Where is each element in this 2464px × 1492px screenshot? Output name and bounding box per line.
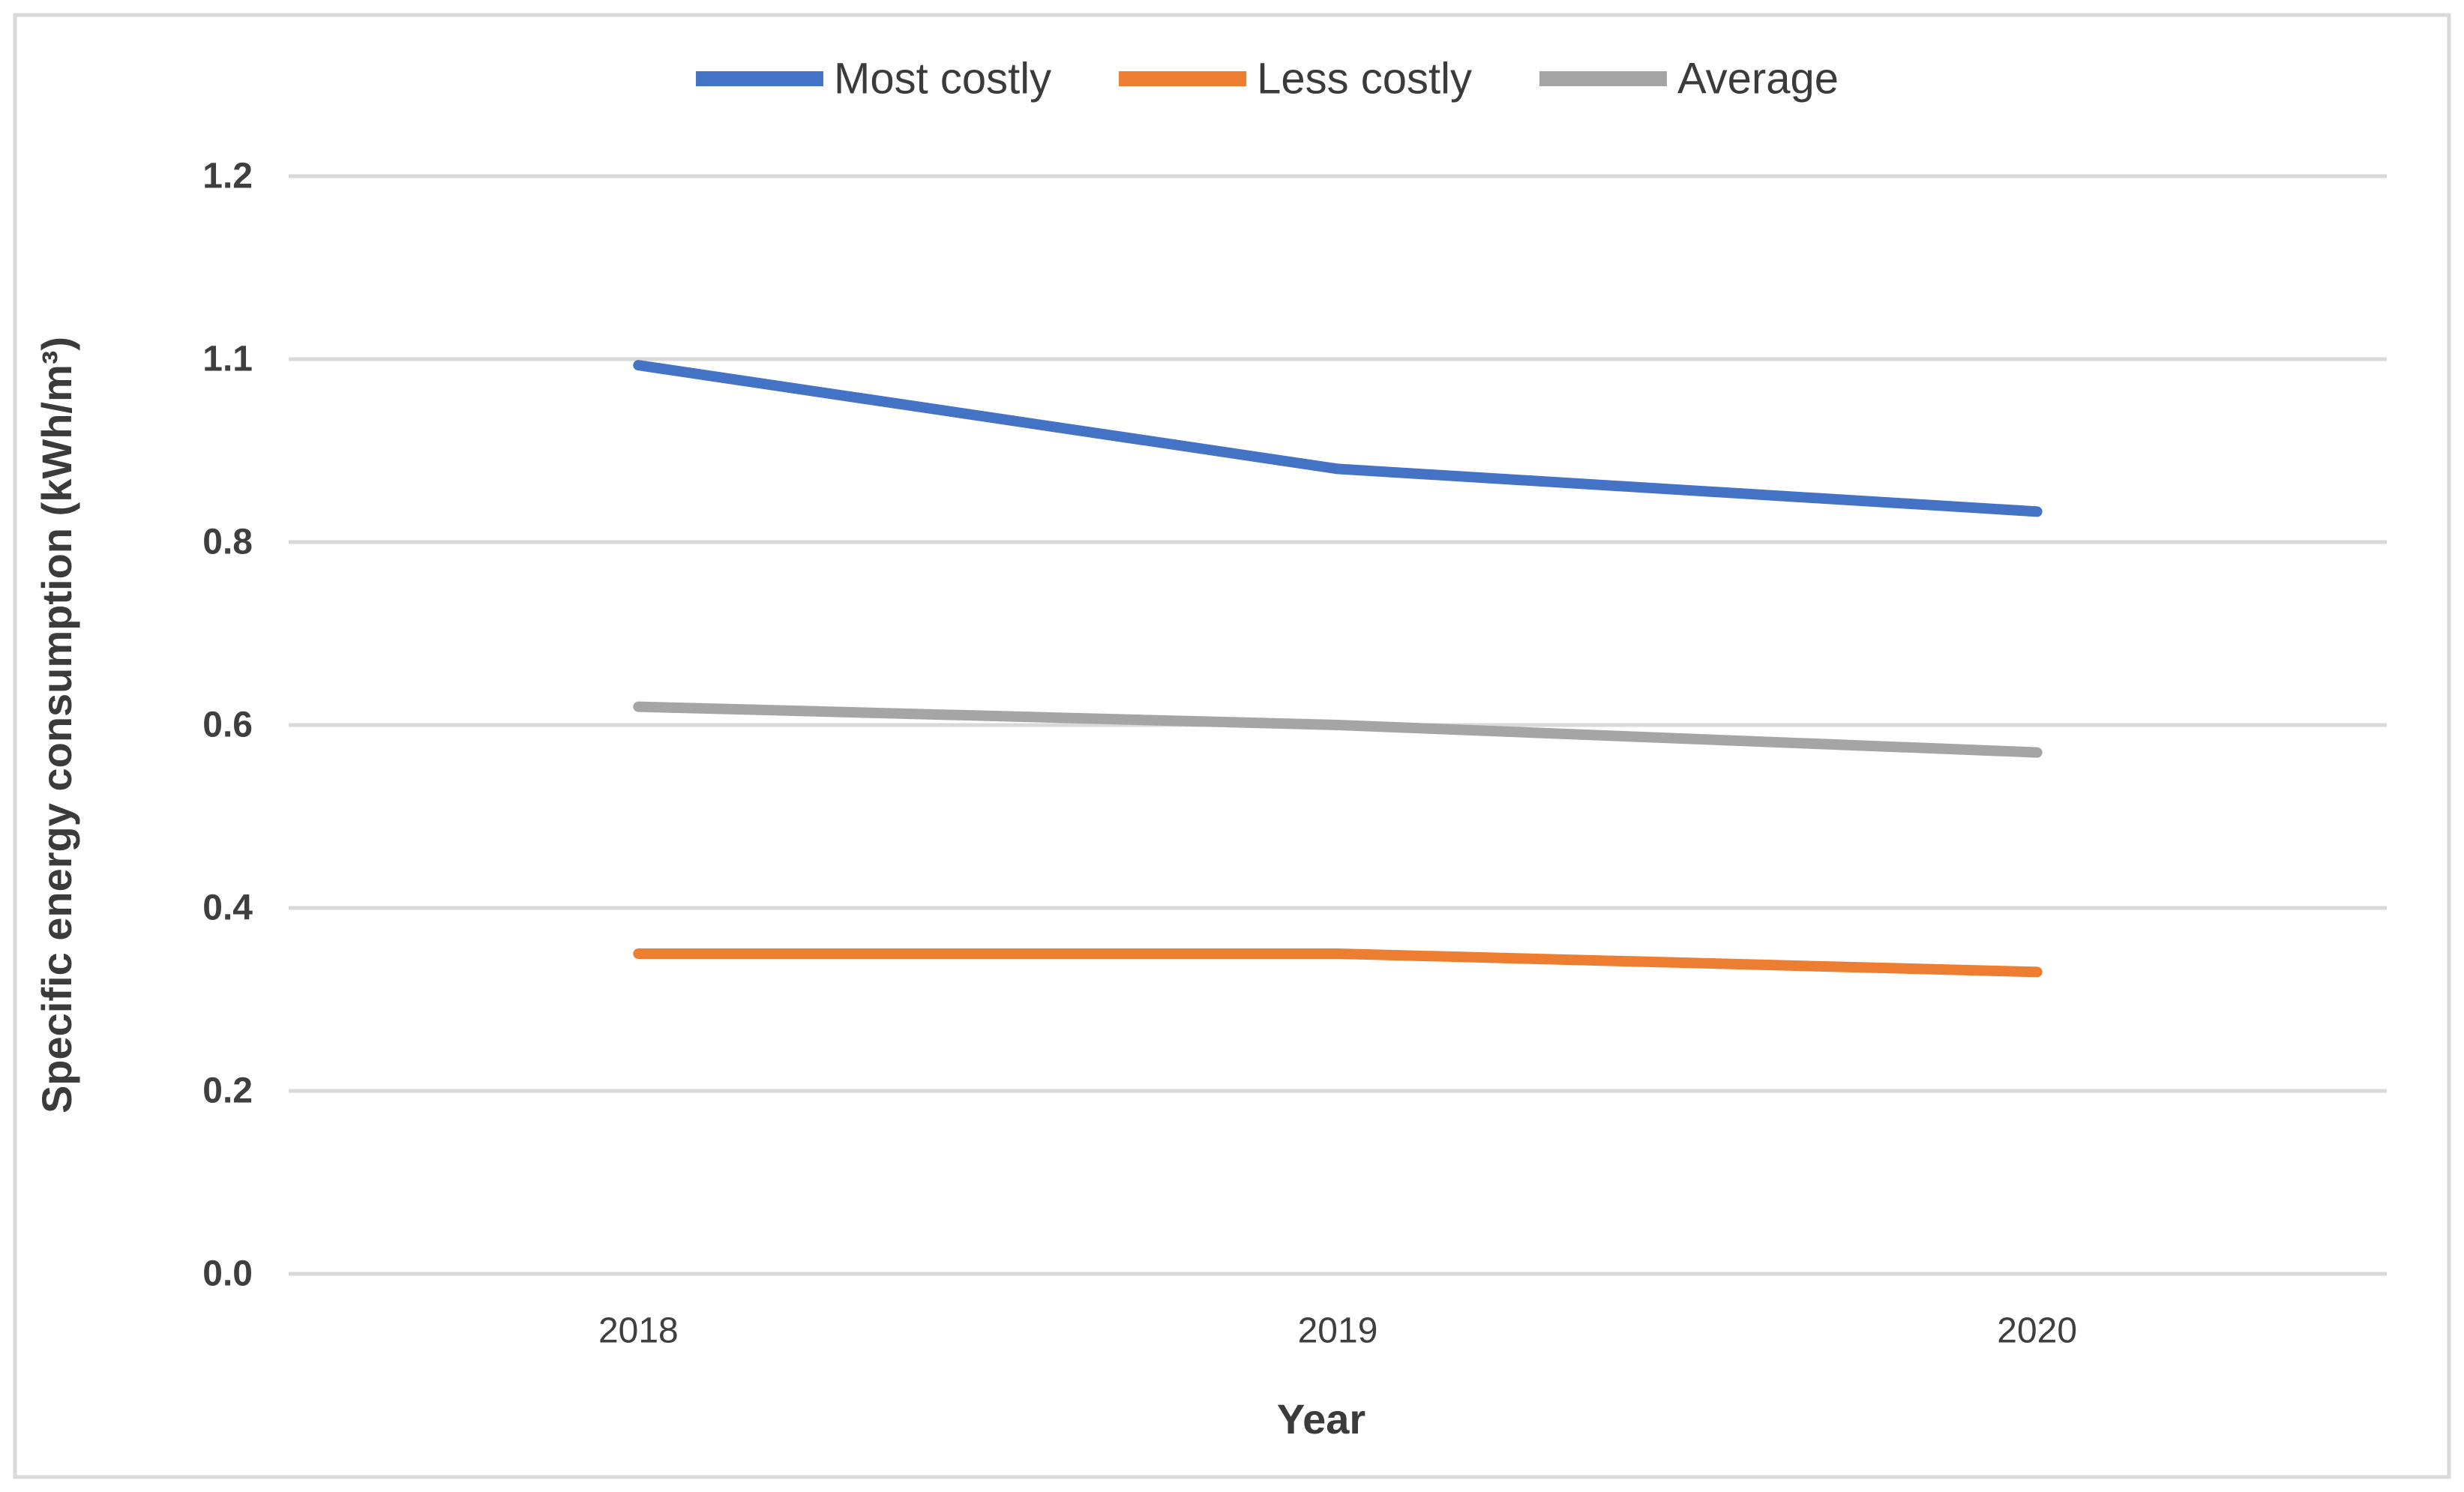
legend: Most costly Less costly Average bbox=[696, 55, 1839, 103]
y-tick-label: 0.6 bbox=[202, 706, 253, 745]
x-tick-label: 2019 bbox=[1298, 1311, 1378, 1351]
series-line-average bbox=[633, 701, 2043, 758]
series-line-less-costly bbox=[633, 948, 2043, 978]
figure-border bbox=[13, 13, 2451, 1479]
y-tick-label: 0.2 bbox=[202, 1071, 253, 1111]
x-tick-label: 2018 bbox=[598, 1311, 679, 1351]
x-tick-label: 2020 bbox=[1997, 1311, 2077, 1351]
x-axis-tick-labels: 2018 2019 2020 bbox=[598, 1311, 2077, 1351]
y-tick-label: 1.2 bbox=[202, 157, 253, 196]
legend-label-average: Average bbox=[1677, 55, 1839, 103]
y-tick-label: 0.8 bbox=[202, 523, 253, 562]
y-tick-label: 0.0 bbox=[202, 1254, 253, 1294]
series-lines bbox=[633, 360, 2043, 978]
y-axis-tick-labels: 0.0 0.2 0.4 0.6 0.8 1.1 1.2 bbox=[202, 157, 253, 1294]
legend-label-most-costly: Most costly bbox=[834, 55, 1051, 103]
x-axis-title: Year bbox=[1277, 1395, 1365, 1443]
gridlines bbox=[289, 174, 2387, 1276]
legend-label-less-costly: Less costly bbox=[1257, 55, 1472, 103]
series-line-most-costly bbox=[633, 360, 2043, 517]
y-tick-label: 0.4 bbox=[202, 888, 253, 928]
y-axis-title: Specific energy consumption (kWh/m³) bbox=[33, 337, 80, 1113]
y-tick-label: 1.1 bbox=[202, 340, 253, 379]
